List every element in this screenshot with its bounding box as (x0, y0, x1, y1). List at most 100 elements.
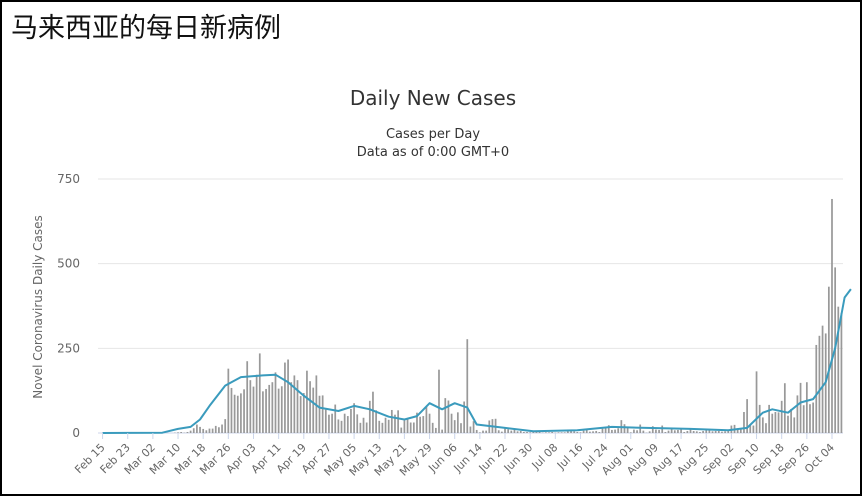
bar (246, 361, 249, 433)
bar (724, 431, 726, 433)
bar (463, 401, 466, 433)
bar (202, 428, 205, 433)
bar (375, 410, 377, 433)
bar (658, 429, 660, 433)
bar (274, 372, 277, 433)
bar (293, 375, 296, 433)
bar (683, 431, 686, 433)
bar (296, 380, 299, 433)
bar (576, 431, 579, 433)
grid-lines (98, 178, 843, 434)
bar (717, 430, 720, 433)
bar (334, 404, 337, 433)
y-tick-label: 250 (57, 341, 80, 355)
bar (777, 412, 780, 433)
bar (642, 430, 645, 433)
bar (768, 404, 770, 433)
bar (535, 431, 538, 433)
bar (192, 428, 195, 433)
bar (390, 409, 393, 433)
bar (510, 430, 513, 433)
bar (708, 429, 711, 433)
bar (623, 424, 626, 433)
bar (406, 419, 409, 433)
bar (425, 406, 428, 433)
bar (268, 384, 271, 433)
bar (482, 430, 484, 433)
bar (227, 368, 230, 433)
bar (677, 429, 679, 433)
y-tick-label: 0 (72, 426, 80, 440)
bar (633, 429, 635, 433)
bar (840, 313, 843, 433)
bar (214, 425, 217, 433)
bar (453, 420, 456, 433)
bar (321, 395, 324, 433)
bar (699, 431, 701, 433)
bar (412, 422, 415, 433)
bar (324, 409, 327, 433)
bar (617, 428, 620, 433)
bar (485, 430, 488, 433)
bar (573, 431, 576, 433)
bar (262, 391, 264, 433)
bar (450, 413, 453, 433)
bar-series (174, 198, 843, 433)
bar (249, 380, 252, 433)
bar (287, 359, 289, 433)
bar (805, 382, 808, 433)
bar (711, 431, 714, 433)
bar (761, 417, 764, 433)
bar (783, 383, 786, 433)
bar (689, 429, 692, 433)
bar (265, 388, 267, 433)
bar (831, 198, 833, 433)
bar (604, 426, 607, 433)
bar (538, 431, 541, 433)
bar (774, 412, 777, 433)
bar (526, 431, 528, 433)
bar (460, 423, 462, 433)
bar (252, 386, 255, 433)
bar (787, 415, 789, 433)
bar (328, 414, 330, 433)
bar (812, 402, 814, 433)
bar (595, 430, 598, 433)
bar (409, 422, 412, 433)
bar (306, 370, 308, 433)
bar (739, 428, 742, 433)
bar (280, 386, 283, 433)
bar (478, 432, 481, 433)
bar (749, 424, 752, 433)
bar (661, 425, 664, 433)
bar (705, 430, 708, 433)
bar (695, 431, 698, 433)
bar (337, 419, 340, 433)
bar (208, 428, 211, 433)
bar (523, 431, 525, 433)
bar (381, 422, 384, 433)
bar (400, 427, 403, 433)
bar (441, 429, 443, 433)
bar (299, 396, 302, 433)
bar (551, 431, 554, 433)
bar (394, 414, 396, 433)
chart-subtitle: Cases per Day (386, 127, 480, 142)
bar (837, 306, 840, 433)
bar (438, 369, 440, 433)
x-tick-label: Jul 16 (554, 441, 586, 473)
bar (607, 425, 610, 433)
y-axis-ticks: 0 250 500 750 (57, 172, 80, 440)
bar (746, 399, 748, 433)
bar (560, 432, 563, 433)
bar (343, 413, 346, 433)
chart-title: Daily New Cases (350, 86, 516, 110)
bar (614, 429, 616, 433)
bar (456, 412, 459, 433)
bar (230, 387, 233, 433)
bar (818, 335, 821, 433)
bar (359, 422, 362, 433)
bar (793, 417, 796, 433)
bar (592, 431, 594, 433)
